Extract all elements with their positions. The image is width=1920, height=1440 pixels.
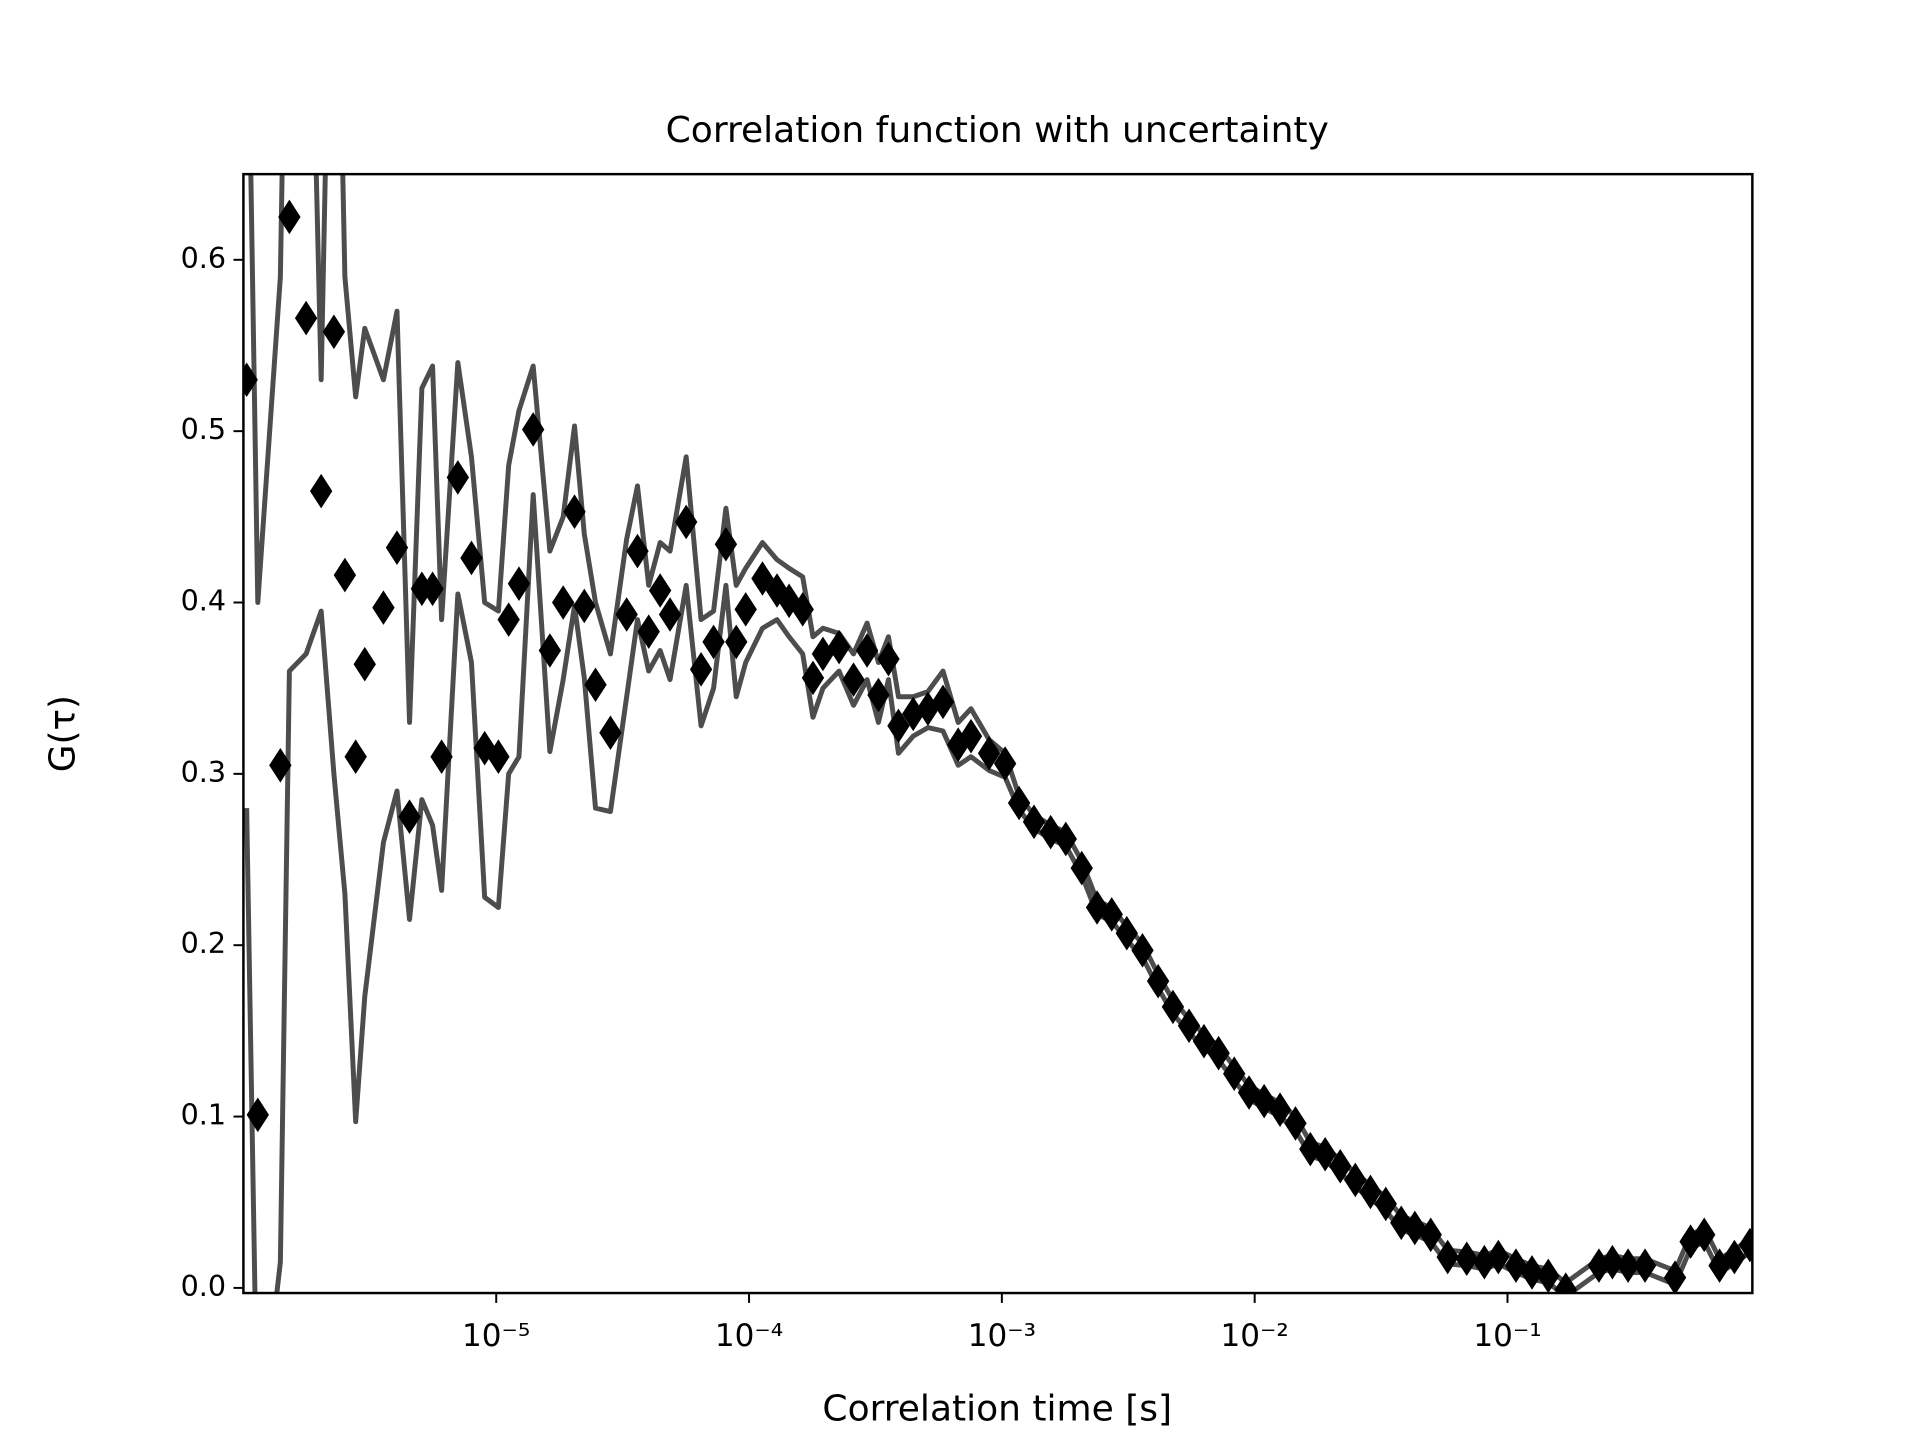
data-point (246, 1097, 269, 1133)
data-point (421, 571, 444, 607)
data-point (714, 526, 738, 562)
x-tick-label: 10⁻² (1221, 1318, 1289, 1354)
data-point (372, 590, 395, 625)
data-point (1070, 850, 1093, 886)
data-point (615, 597, 638, 632)
data-point (1007, 785, 1031, 821)
data-point (1146, 963, 1170, 999)
x-axis-label: Correlation time [s] (822, 1388, 1172, 1429)
data-point (309, 473, 333, 509)
x-tick-label: 10⁻³ (968, 1318, 1036, 1354)
data-point (842, 662, 865, 697)
data-point (398, 799, 421, 834)
data-point (243, 362, 258, 398)
data-point (1054, 821, 1077, 857)
y-tick-label: 0.0 (181, 1270, 226, 1303)
data-point (446, 460, 470, 495)
data-point (573, 588, 596, 624)
y-tick-label: 0.1 (181, 1099, 226, 1132)
y-tick-label: 0.3 (181, 756, 226, 789)
data-point (931, 684, 955, 720)
data-point (626, 533, 649, 569)
data-point (344, 739, 367, 775)
data-point (827, 629, 851, 665)
data-point (1537, 1258, 1560, 1294)
data-point (460, 540, 483, 576)
data-point (1284, 1106, 1307, 1141)
y-tick-label: 0.5 (181, 413, 226, 446)
data-point (1161, 989, 1185, 1025)
y-tick-label: 0.2 (181, 927, 226, 960)
data-point (791, 592, 814, 627)
x-tick-label: 10⁻⁵ (462, 1318, 530, 1354)
x-tick-label: 10⁻¹ (1473, 1318, 1541, 1354)
data-point (877, 641, 900, 677)
data-point (1022, 804, 1046, 840)
data-point (294, 300, 318, 336)
data-point (867, 677, 890, 713)
data-point (777, 583, 801, 619)
data-point (689, 652, 713, 687)
data-point (385, 530, 409, 565)
data-point (887, 708, 910, 744)
data-point (734, 592, 757, 627)
data-point (1403, 1210, 1427, 1246)
data-point (725, 624, 748, 660)
data-point (1738, 1227, 1753, 1263)
data-point (1100, 897, 1123, 932)
plot-area (243, 174, 1753, 1294)
data-point (902, 696, 925, 732)
data-point (1663, 1260, 1687, 1294)
data-point (977, 736, 1001, 771)
data-point (648, 573, 672, 608)
data-point (959, 718, 983, 754)
data-point (993, 746, 1017, 781)
data-point (563, 494, 586, 529)
data-point (599, 715, 622, 751)
y-tick-label: 0.6 (181, 242, 226, 275)
y-tick-label: 0.4 (181, 585, 226, 618)
data-point (584, 667, 607, 703)
data-point (674, 504, 698, 540)
data-point (1554, 1272, 1577, 1294)
y-axis-label: G(τ) (43, 695, 84, 772)
axes-frame (242, 172, 1754, 1295)
data-point (1131, 933, 1154, 968)
data-point (430, 739, 453, 775)
data-point (1223, 1056, 1246, 1092)
data-point (333, 557, 357, 593)
data-point (487, 739, 510, 775)
data-point (702, 624, 725, 660)
data-point (538, 633, 562, 668)
data-point (855, 633, 879, 668)
data-point (811, 636, 835, 672)
data-point (658, 597, 682, 632)
x-tick-label: 10⁻⁴ (715, 1318, 783, 1354)
data-point (1693, 1217, 1716, 1253)
data-point (1419, 1217, 1442, 1253)
data-point (269, 747, 292, 783)
data-point (1344, 1162, 1367, 1198)
data-point (801, 660, 825, 696)
data-point (278, 199, 301, 235)
data-point (1520, 1255, 1544, 1290)
data-point (1115, 915, 1138, 951)
chart-title: Correlation function with uncertainty (666, 110, 1329, 151)
data-point (353, 646, 376, 682)
